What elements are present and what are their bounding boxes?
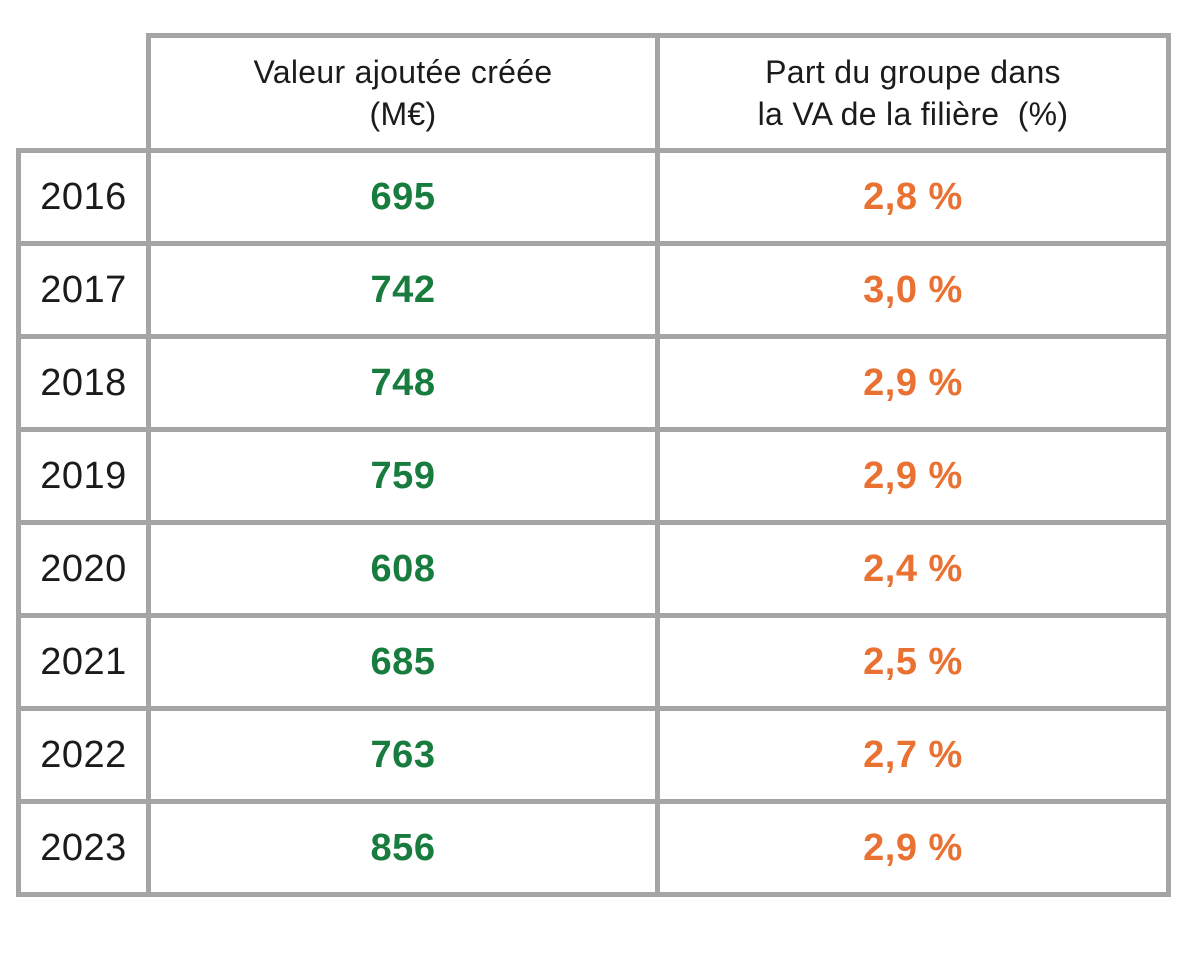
- table-row: 2021 685 2,5 %: [16, 613, 1171, 711]
- share-cell: 2,9 %: [655, 799, 1171, 897]
- share-cell: 3,0 %: [655, 241, 1171, 339]
- table-row: 2020 608 2,4 %: [16, 520, 1171, 618]
- table-row: 2016 695 2,8 %: [16, 148, 1171, 246]
- year-cell: 2022: [16, 706, 151, 804]
- value-cell: 856: [146, 799, 660, 897]
- value-cell: 759: [146, 427, 660, 525]
- value-cell: 695: [146, 148, 660, 246]
- value-cell: 742: [146, 241, 660, 339]
- table-row: 2018 748 2,9 %: [16, 334, 1171, 432]
- year-cell: 2021: [16, 613, 151, 711]
- table-row: 2023 856 2,9 %: [16, 799, 1171, 897]
- header-line-2: (M€): [369, 96, 437, 132]
- share-cell: 2,7 %: [655, 706, 1171, 804]
- corner-cell: [19, 36, 149, 151]
- value-cell: 608: [146, 520, 660, 618]
- share-cell: 2,4 %: [655, 520, 1171, 618]
- header-line-1: Part du groupe dans: [765, 54, 1061, 90]
- share-cell: 2,5 %: [655, 613, 1171, 711]
- share-cell: 2,9 %: [655, 427, 1171, 525]
- column-header-part-groupe: Part du groupe dans la VA de la filière …: [655, 33, 1171, 153]
- value-cell: 748: [146, 334, 660, 432]
- value-cell: 763: [146, 706, 660, 804]
- year-cell: 2020: [16, 520, 151, 618]
- table-row: 2017 742 3,0 %: [16, 241, 1171, 339]
- column-header-valeur-ajoutee: Valeur ajoutée créée (M€): [146, 33, 660, 153]
- year-cell: 2018: [16, 334, 151, 432]
- header-row: Valeur ajoutée créée (M€) Part du groupe…: [19, 33, 1171, 153]
- data-table: Valeur ajoutée créée (M€) Part du groupe…: [16, 33, 1171, 897]
- year-cell: 2019: [16, 427, 151, 525]
- table-row: 2019 759 2,9 %: [16, 427, 1171, 525]
- year-cell: 2016: [16, 148, 151, 246]
- header-line-2: la VA de la filière (%): [757, 96, 1069, 132]
- share-cell: 2,9 %: [655, 334, 1171, 432]
- year-cell: 2023: [16, 799, 151, 897]
- share-cell: 2,8 %: [655, 148, 1171, 246]
- year-cell: 2017: [16, 241, 151, 339]
- header-line-1: Valeur ajoutée créée: [253, 54, 553, 90]
- value-cell: 685: [146, 613, 660, 711]
- table-row: 2022 763 2,7 %: [16, 706, 1171, 804]
